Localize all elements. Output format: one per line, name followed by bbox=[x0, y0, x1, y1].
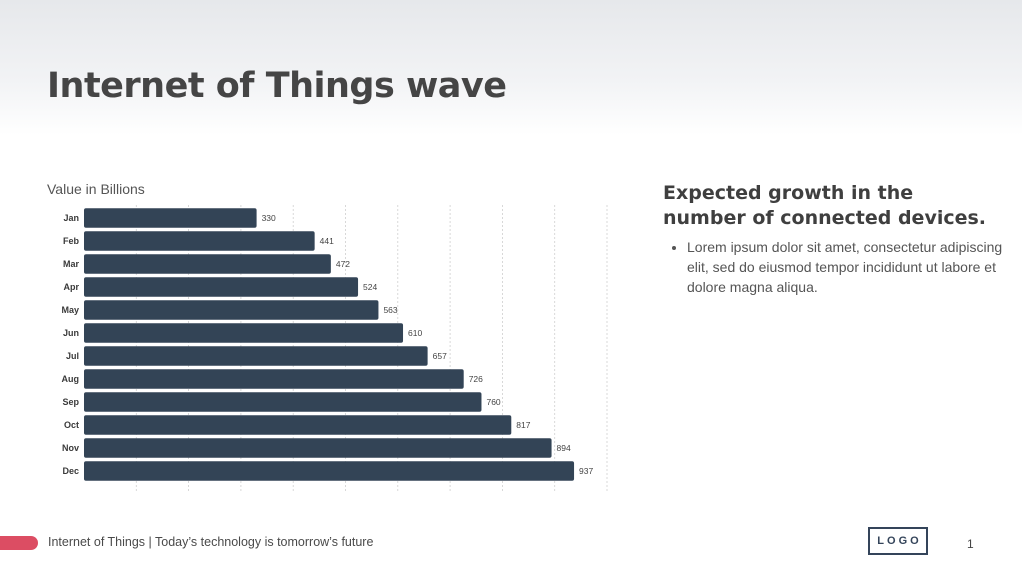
category-label: Jan bbox=[63, 213, 79, 223]
bullet-list: Lorem ipsum dolor sit amet, consectetur … bbox=[667, 237, 1007, 297]
data-label: 894 bbox=[557, 443, 571, 453]
bar-jan bbox=[84, 208, 257, 228]
data-label: 472 bbox=[336, 259, 350, 269]
data-label: 330 bbox=[262, 213, 276, 223]
x-tick-label: 800 bbox=[496, 509, 510, 510]
data-label: 817 bbox=[516, 420, 530, 430]
data-label: 760 bbox=[486, 397, 500, 407]
bar-nov bbox=[84, 438, 552, 458]
category-label: Jun bbox=[63, 328, 79, 338]
category-label: Oct bbox=[64, 420, 79, 430]
bar-oct bbox=[84, 415, 512, 435]
bar-jul bbox=[84, 346, 428, 366]
x-tick-label: 500 bbox=[339, 509, 353, 510]
chart-caption: Value in Billions bbox=[47, 181, 145, 197]
category-label: Sep bbox=[62, 397, 79, 407]
bar-aug bbox=[84, 369, 464, 389]
x-tick-label: 200 bbox=[182, 509, 196, 510]
x-tick-label: 400 bbox=[287, 509, 301, 510]
logo: LOGO bbox=[868, 527, 928, 555]
data-label: 610 bbox=[408, 328, 422, 338]
category-label: Nov bbox=[62, 443, 79, 453]
data-label: 524 bbox=[363, 282, 377, 292]
bar-jun bbox=[84, 323, 404, 343]
side-heading: Expected growth in the number of connect… bbox=[663, 182, 987, 229]
bar-dec bbox=[84, 461, 575, 481]
bar-mar bbox=[84, 254, 331, 274]
bar-apr bbox=[84, 277, 359, 297]
category-label: Feb bbox=[63, 236, 80, 246]
category-label: May bbox=[61, 305, 79, 315]
data-label: 657 bbox=[433, 351, 447, 361]
category-label: Aug bbox=[62, 374, 80, 384]
category-label: Apr bbox=[64, 282, 80, 292]
x-tick-label: 900 bbox=[548, 509, 562, 510]
category-label: Mar bbox=[63, 259, 80, 269]
bar-chart: Jan 330 Feb 441 Mar 472 Apr 524 May 563 Jun 610 Jul 6… bbox=[61, 205, 616, 510]
page-number: 1 bbox=[967, 537, 974, 551]
data-label: 563 bbox=[383, 305, 397, 315]
bullet-item: Lorem ipsum dolor sit amet, consectetur … bbox=[687, 237, 1007, 297]
category-label: Dec bbox=[62, 466, 79, 476]
x-tick-label: 300 bbox=[234, 509, 248, 510]
data-label: 937 bbox=[579, 466, 593, 476]
x-tick-label: 0 bbox=[82, 509, 87, 510]
footer-text: Internet of Things | Today’s technology … bbox=[48, 535, 374, 549]
data-label: 441 bbox=[320, 236, 334, 246]
x-tick-label: 100 bbox=[130, 509, 144, 510]
header-band bbox=[0, 0, 1022, 135]
footer-accent-bar bbox=[0, 536, 38, 550]
bar-sep bbox=[84, 392, 482, 412]
bar-feb bbox=[84, 231, 315, 251]
x-tick-label: 600 bbox=[391, 509, 405, 510]
x-tick-label: 1000 bbox=[598, 509, 616, 510]
bar-may bbox=[84, 300, 379, 320]
slide-title: Internet of Things wave bbox=[47, 66, 507, 106]
category-label: Jul bbox=[66, 351, 79, 361]
data-label: 726 bbox=[469, 374, 483, 384]
x-tick-label: 700 bbox=[443, 509, 457, 510]
